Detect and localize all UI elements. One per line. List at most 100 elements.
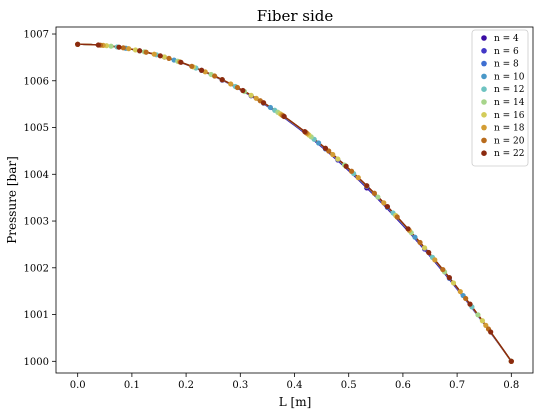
series-marker-10	[412, 234, 418, 240]
y-axis: 1000 1001 1002 1003 1004 1005 1006 1007	[24, 30, 56, 368]
x-tick-label: 0.6	[395, 380, 411, 391]
x-tick-label: 0.2	[178, 380, 194, 391]
y-tick-label: 1001	[24, 310, 49, 321]
series-marker-22	[75, 41, 81, 47]
series-marker-22	[198, 67, 205, 73]
series-marker-22	[302, 129, 308, 135]
series-marker-16	[335, 156, 341, 162]
series-marker-22	[178, 59, 184, 65]
legend-marker-16	[481, 112, 487, 118]
y-tick-label: 1000	[24, 357, 49, 368]
series-marker-22	[116, 44, 122, 50]
legend-label-22: n = 22	[494, 149, 525, 159]
series-marker-18	[330, 151, 336, 158]
series-marker-22	[405, 226, 411, 232]
x-tick-label: 0.1	[124, 380, 140, 391]
y-axis-label: Pressure [bar]	[5, 156, 19, 244]
legend-label-4: n = 4	[494, 34, 519, 44]
series-marker-22	[281, 113, 287, 120]
series-marker-16	[132, 47, 139, 53]
series-marker-22	[488, 329, 494, 335]
series-marker-22	[508, 358, 514, 364]
series-marker-22	[426, 249, 432, 256]
series-marker-22	[240, 87, 246, 94]
series-marker-18	[355, 175, 361, 181]
legend-label-16: n = 16	[494, 111, 525, 121]
y-tick-label: 1003	[24, 217, 49, 228]
series-marker-14	[475, 312, 481, 318]
series-marker-20	[348, 168, 355, 174]
series-marker-16	[161, 54, 168, 60]
plot-frame	[55, 26, 534, 374]
legend-marker-22	[481, 150, 487, 156]
series-marker-20	[371, 190, 377, 196]
legend-label-14: n = 14	[494, 98, 525, 108]
legend-label-6: n = 6	[494, 47, 519, 57]
y-tick-label: 1006	[24, 76, 49, 87]
series-marker-14	[375, 194, 381, 200]
series-marker-20	[440, 266, 446, 273]
series-marker-22	[364, 183, 370, 189]
x-tick-label: 0.4	[287, 380, 303, 391]
legend-marker-6	[481, 48, 487, 54]
chart-title: Fiber side	[257, 7, 334, 25]
legend-marker-8	[481, 60, 487, 67]
series-marker-22	[95, 42, 101, 48]
legend-label-18: n = 18	[494, 124, 525, 134]
legend-marker-20	[481, 137, 487, 144]
series-marker-20	[212, 73, 218, 79]
series-marker-16	[479, 318, 486, 324]
legend-label-10: n = 10	[494, 72, 525, 82]
series-marker-20	[143, 49, 149, 55]
y-tick-label: 1005	[24, 123, 49, 134]
x-tick-label: 0.7	[449, 380, 465, 391]
legend-marker-10	[481, 73, 487, 80]
series-lines	[77, 43, 512, 362]
series-marker-16	[450, 280, 457, 286]
series-marker-20	[166, 55, 172, 61]
series-marker-18	[228, 81, 234, 87]
series-marker-16	[421, 245, 428, 251]
legend-marker-14	[481, 99, 487, 105]
x-axis-label: L [m]	[279, 395, 312, 409]
x-tick-label: 0.5	[341, 380, 357, 391]
legend-label-20: n = 20	[494, 136, 525, 146]
y-tick-label: 1002	[24, 263, 49, 274]
series-marker-22	[157, 53, 163, 59]
series-marker-14	[108, 43, 114, 49]
series-marker-18	[483, 322, 489, 328]
series-marker-20	[394, 214, 400, 220]
series-marker-10	[315, 140, 322, 146]
series-marker-18	[457, 288, 463, 295]
series-marker-20	[189, 63, 195, 69]
series-marker-20	[234, 84, 241, 91]
series-marker-22	[446, 275, 452, 281]
series-marker-18	[151, 51, 157, 57]
series-marker-22	[137, 48, 143, 54]
series-marker-20	[463, 295, 469, 302]
series-marker-16	[248, 92, 254, 98]
legend-marker-18	[481, 124, 487, 131]
legend-marker-12	[481, 86, 487, 92]
series-marker-22	[260, 100, 267, 106]
series-marker-18	[381, 200, 387, 206]
legend: n = 4 n = 6 n = 8 n = 10 n = 12 n = 14 n = 16 n…	[471, 29, 529, 167]
series-marker-18	[126, 46, 132, 52]
x-axis: 0.0 0.1 0.2 0.3 0.4 0.5 0.6 0.7 0.8	[70, 373, 519, 391]
series-marker-10	[267, 104, 274, 111]
x-tick-label: 0.0	[70, 380, 86, 391]
y-tick-label: 1004	[24, 170, 49, 181]
y-tick-label: 1007	[24, 30, 49, 41]
series-marker-22	[219, 77, 225, 83]
legend-label-12: n = 12	[494, 85, 525, 95]
series-marker-22	[384, 203, 391, 210]
series-marker-22	[322, 145, 329, 151]
series-marker-18	[432, 257, 438, 263]
series-marker-20	[120, 45, 126, 51]
series-line-22	[77, 43, 512, 362]
series-marker-22	[343, 163, 349, 169]
legend-marker-4	[481, 35, 487, 41]
series-marker-20	[417, 239, 423, 246]
series-marker-22	[467, 301, 473, 307]
